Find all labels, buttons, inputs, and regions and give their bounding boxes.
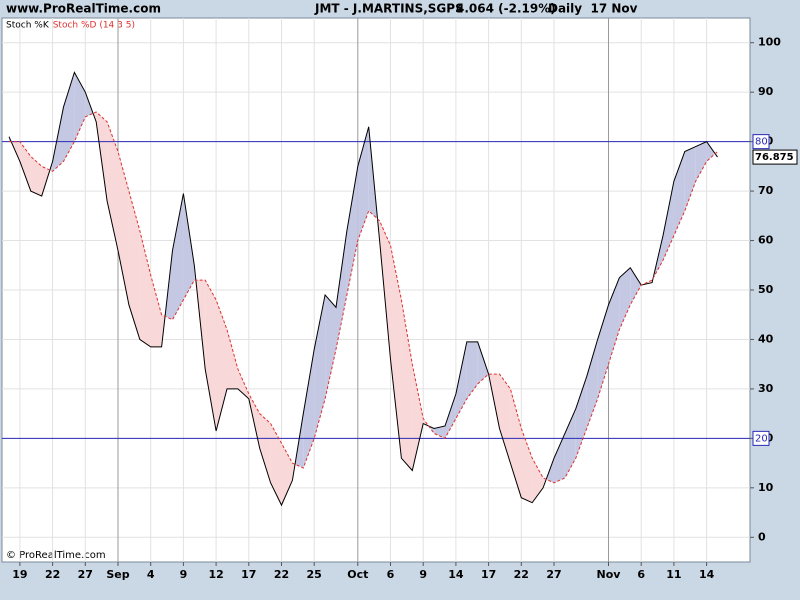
x-tick-label: 12 bbox=[208, 568, 223, 581]
y-tick-label: 50 bbox=[758, 283, 774, 296]
legend-entry: Stoch %K bbox=[6, 21, 50, 31]
fill-band bbox=[575, 376, 587, 459]
x-tick-label: 14 bbox=[699, 568, 715, 581]
instrument: JMT - J.MARTINS,SGPS bbox=[314, 2, 464, 16]
y-tick-label: 70 bbox=[758, 184, 774, 197]
fill-band bbox=[259, 413, 271, 483]
fill-band bbox=[412, 364, 424, 471]
x-tick-label: 17 bbox=[481, 568, 496, 581]
fill-band bbox=[357, 126, 369, 241]
fill-band bbox=[521, 428, 533, 503]
fill-band bbox=[172, 193, 184, 320]
x-tick-label: Sep bbox=[106, 568, 129, 581]
x-tick-label: 27 bbox=[78, 568, 93, 581]
fill-band bbox=[445, 393, 456, 439]
y-tick-label: 0 bbox=[758, 530, 766, 543]
fill-band bbox=[532, 458, 544, 503]
fill-band bbox=[695, 141, 707, 182]
quote: 4.064 (-2.19%) bbox=[456, 2, 556, 16]
fill-band bbox=[19, 141, 31, 192]
site-link[interactable]: www.ProRealTime.com bbox=[6, 2, 161, 16]
x-tick-label: 9 bbox=[180, 568, 188, 581]
fill-band bbox=[325, 294, 336, 399]
x-tick-label: 25 bbox=[307, 568, 322, 581]
x-tick-label: 22 bbox=[514, 568, 529, 581]
x-tick-label: Nov bbox=[597, 568, 622, 581]
fill-band bbox=[630, 267, 642, 305]
last-value-label: 76.875 bbox=[755, 152, 794, 163]
y-tick-label: 10 bbox=[758, 481, 774, 494]
fill-band bbox=[554, 433, 565, 483]
fill-band bbox=[466, 341, 478, 399]
x-tick-label: 27 bbox=[546, 568, 561, 581]
fill-band bbox=[336, 230, 347, 350]
fill-band bbox=[63, 72, 75, 162]
fill-band bbox=[619, 267, 631, 330]
fill-band bbox=[205, 280, 217, 431]
fill-band bbox=[314, 294, 326, 439]
x-tick-label: 11 bbox=[666, 568, 681, 581]
series-line bbox=[8, 71, 718, 507]
fill-band bbox=[139, 230, 151, 347]
series-line bbox=[9, 111, 718, 484]
x-tick-label: 22 bbox=[45, 568, 60, 581]
y-tick-label: 30 bbox=[758, 382, 774, 395]
fill-band bbox=[673, 151, 685, 236]
y-tick-label: 40 bbox=[758, 332, 774, 345]
level-box bbox=[752, 430, 770, 446]
fill-band bbox=[586, 339, 598, 429]
fill-band bbox=[401, 299, 413, 471]
x-tick-label: 14 bbox=[448, 568, 464, 581]
y-tick-label: 60 bbox=[758, 234, 774, 247]
fill-band bbox=[597, 304, 609, 399]
x-tick-label: 4 bbox=[147, 568, 155, 581]
level-box bbox=[752, 134, 770, 150]
fill-band bbox=[118, 151, 129, 305]
y-tick-label: 100 bbox=[758, 36, 781, 49]
fill-band bbox=[684, 146, 696, 211]
fill-band bbox=[477, 341, 489, 384]
fill-band bbox=[74, 72, 86, 142]
fill-band bbox=[107, 121, 118, 251]
fill-band bbox=[30, 156, 42, 197]
last-value-box bbox=[752, 149, 798, 165]
fill-band bbox=[499, 374, 511, 464]
x-tick-label: Oct bbox=[347, 568, 368, 581]
fill-band bbox=[390, 245, 402, 459]
period: Daily 17 Nov bbox=[548, 2, 638, 16]
fill-band bbox=[150, 275, 162, 347]
legend-entry: Stoch %D (14 3 5) bbox=[53, 21, 135, 31]
fill-band bbox=[346, 166, 358, 295]
fill-band bbox=[270, 423, 282, 506]
level-label: 80 bbox=[755, 137, 768, 148]
copyright: © ProRealTime.com bbox=[6, 550, 106, 561]
fill-band bbox=[455, 341, 467, 419]
x-tick-label: 22 bbox=[274, 568, 289, 581]
x-tick-label: 9 bbox=[419, 568, 427, 581]
fill-band bbox=[564, 408, 576, 478]
x-tick-label: 17 bbox=[241, 568, 256, 581]
fill-band bbox=[434, 426, 445, 439]
y-tick-label: 90 bbox=[758, 85, 774, 98]
x-tick-label: 6 bbox=[387, 568, 395, 581]
fill-band bbox=[706, 141, 716, 162]
fill-band bbox=[183, 193, 195, 300]
fill-band bbox=[227, 329, 238, 389]
x-tick-label: 6 bbox=[637, 568, 645, 581]
level-label: 20 bbox=[755, 433, 768, 444]
fill-band bbox=[128, 191, 140, 340]
x-tick-label: 19 bbox=[12, 568, 27, 581]
